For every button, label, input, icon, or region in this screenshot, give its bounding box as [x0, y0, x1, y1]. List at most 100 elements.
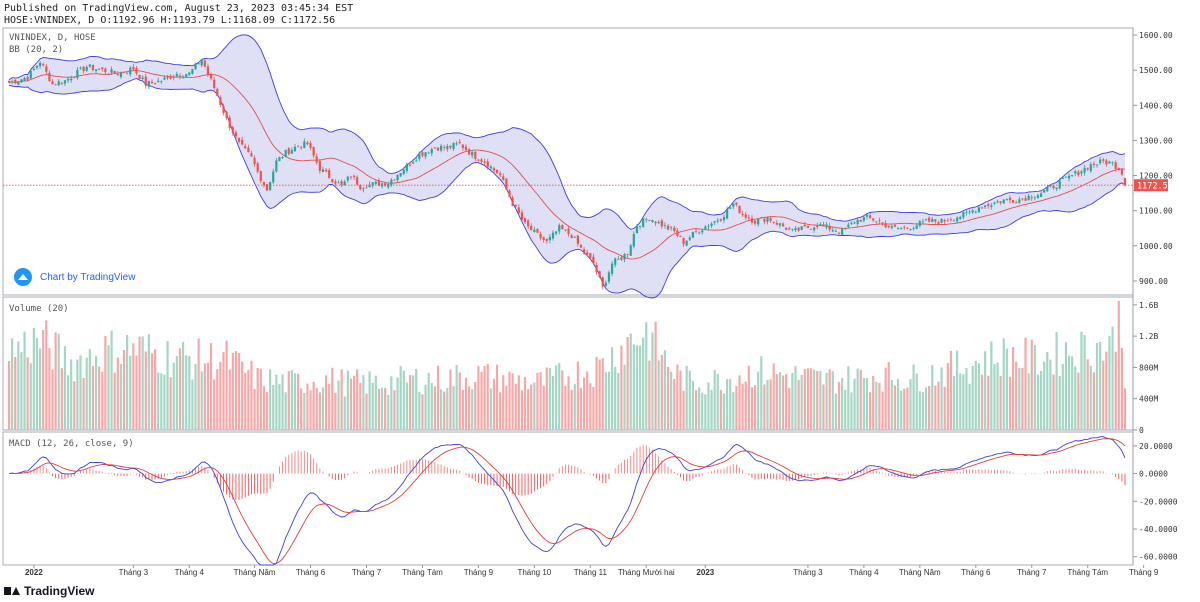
volume-bar[interactable] [813, 369, 816, 430]
volume-bar[interactable] [607, 371, 611, 430]
candle-body[interactable] [244, 146, 247, 149]
candle-body[interactable] [878, 220, 881, 222]
volume-bar[interactable] [763, 384, 766, 430]
volume-bar[interactable] [909, 379, 912, 430]
volume-bar[interactable] [424, 384, 427, 430]
candle-body[interactable] [94, 69, 98, 71]
volume-bar[interactable] [206, 362, 210, 430]
candle-body[interactable] [865, 214, 869, 217]
volume-bar[interactable] [499, 392, 502, 430]
volume-bar[interactable] [318, 392, 321, 430]
candle-body[interactable] [710, 223, 713, 226]
candle-body[interactable] [275, 160, 278, 172]
volume-bar[interactable] [188, 355, 191, 430]
candle-body[interactable] [1027, 195, 1030, 201]
candle-body[interactable] [60, 83, 63, 84]
candle-body[interactable] [893, 224, 897, 227]
candle-body[interactable] [1036, 195, 1040, 198]
volume-bar[interactable] [1086, 359, 1089, 430]
volume-bar[interactable] [7, 361, 11, 430]
volume-bar[interactable] [906, 387, 909, 430]
candle-body[interactable] [135, 67, 138, 74]
candle-body[interactable] [725, 209, 729, 219]
candle-body[interactable] [346, 176, 349, 181]
candle-body[interactable] [691, 231, 694, 238]
volume-bar[interactable] [626, 337, 629, 430]
volume-bar[interactable] [11, 338, 14, 430]
volume-bar[interactable] [878, 382, 881, 430]
volume-bar[interactable] [290, 370, 293, 430]
volume-bar[interactable] [791, 372, 794, 430]
candle-body[interactable] [781, 223, 785, 227]
candle-body[interactable] [303, 141, 306, 148]
volume-bar[interactable] [701, 392, 704, 430]
candle-body[interactable] [17, 81, 20, 85]
candle-body[interactable] [551, 232, 555, 239]
candle-body[interactable] [632, 233, 635, 247]
volume-bar[interactable] [738, 375, 741, 430]
volume-bar[interactable] [66, 375, 70, 430]
volume-bar[interactable] [598, 359, 601, 430]
candle-body[interactable] [707, 226, 710, 228]
candle-body[interactable] [181, 76, 185, 78]
candle-body[interactable] [859, 220, 862, 222]
candle-body[interactable] [887, 225, 890, 228]
candle-body[interactable] [993, 202, 996, 204]
volume-bar[interactable] [14, 356, 17, 430]
candle-body[interactable] [582, 249, 586, 254]
candle-body[interactable] [719, 219, 722, 221]
volume-bar[interactable] [542, 385, 545, 430]
candle-body[interactable] [834, 231, 837, 232]
candle-body[interactable] [175, 73, 178, 76]
tradingview-logo[interactable]: TradingView [4, 584, 94, 598]
volume-bar[interactable] [446, 388, 449, 430]
volume-bar[interactable] [872, 375, 875, 430]
candle-body[interactable] [228, 117, 231, 128]
volume-bar[interactable] [1018, 367, 1021, 430]
candle-body[interactable] [284, 149, 287, 157]
candle-body[interactable] [362, 188, 365, 190]
volume-bar[interactable] [300, 388, 303, 430]
volume-bar[interactable] [492, 378, 496, 430]
volume-bar[interactable] [79, 355, 82, 430]
candle-body[interactable] [197, 63, 200, 65]
volume-bar[interactable] [163, 374, 166, 430]
candle-body[interactable] [1105, 160, 1108, 165]
volume-bar[interactable] [809, 368, 813, 430]
candle-body[interactable] [66, 78, 70, 81]
candle-body[interactable] [536, 228, 539, 233]
candle-body[interactable] [349, 176, 353, 178]
volume-bar[interactable] [1111, 326, 1114, 430]
candle-body[interactable] [241, 139, 244, 145]
candle-body[interactable] [352, 175, 356, 177]
volume-bar[interactable] [380, 387, 384, 430]
candle-body[interactable] [1005, 199, 1008, 201]
candle-body[interactable] [1030, 197, 1033, 199]
volume-bar[interactable] [719, 390, 722, 430]
candle-body[interactable] [1015, 202, 1018, 204]
candle-body[interactable] [119, 72, 123, 78]
candle-body[interactable] [1074, 171, 1077, 174]
volume-bar[interactable] [23, 331, 26, 430]
volume-bar[interactable] [471, 389, 474, 430]
volume-bar[interactable] [956, 350, 959, 430]
volume-bar[interactable] [216, 369, 219, 430]
candle-body[interactable] [427, 152, 430, 154]
volume-bar[interactable] [412, 375, 415, 430]
volume-bar[interactable] [244, 372, 247, 430]
volume-bar[interactable] [197, 338, 200, 430]
volume-bar[interactable] [374, 375, 377, 430]
volume-bar[interactable] [924, 387, 928, 430]
volume-bar[interactable] [405, 382, 409, 430]
candle-body[interactable] [1067, 175, 1071, 179]
volume-bar[interactable] [486, 363, 489, 430]
candle-body[interactable] [1095, 164, 1099, 166]
volume-bar[interactable] [194, 364, 197, 430]
volume-bar[interactable] [85, 357, 88, 430]
candle-body[interactable] [915, 225, 918, 229]
candle-body[interactable] [713, 221, 716, 223]
candle-body[interactable] [147, 81, 150, 87]
candle-body[interactable] [841, 229, 844, 235]
volume-bar[interactable] [110, 330, 113, 430]
volume-bar[interactable] [440, 389, 443, 430]
